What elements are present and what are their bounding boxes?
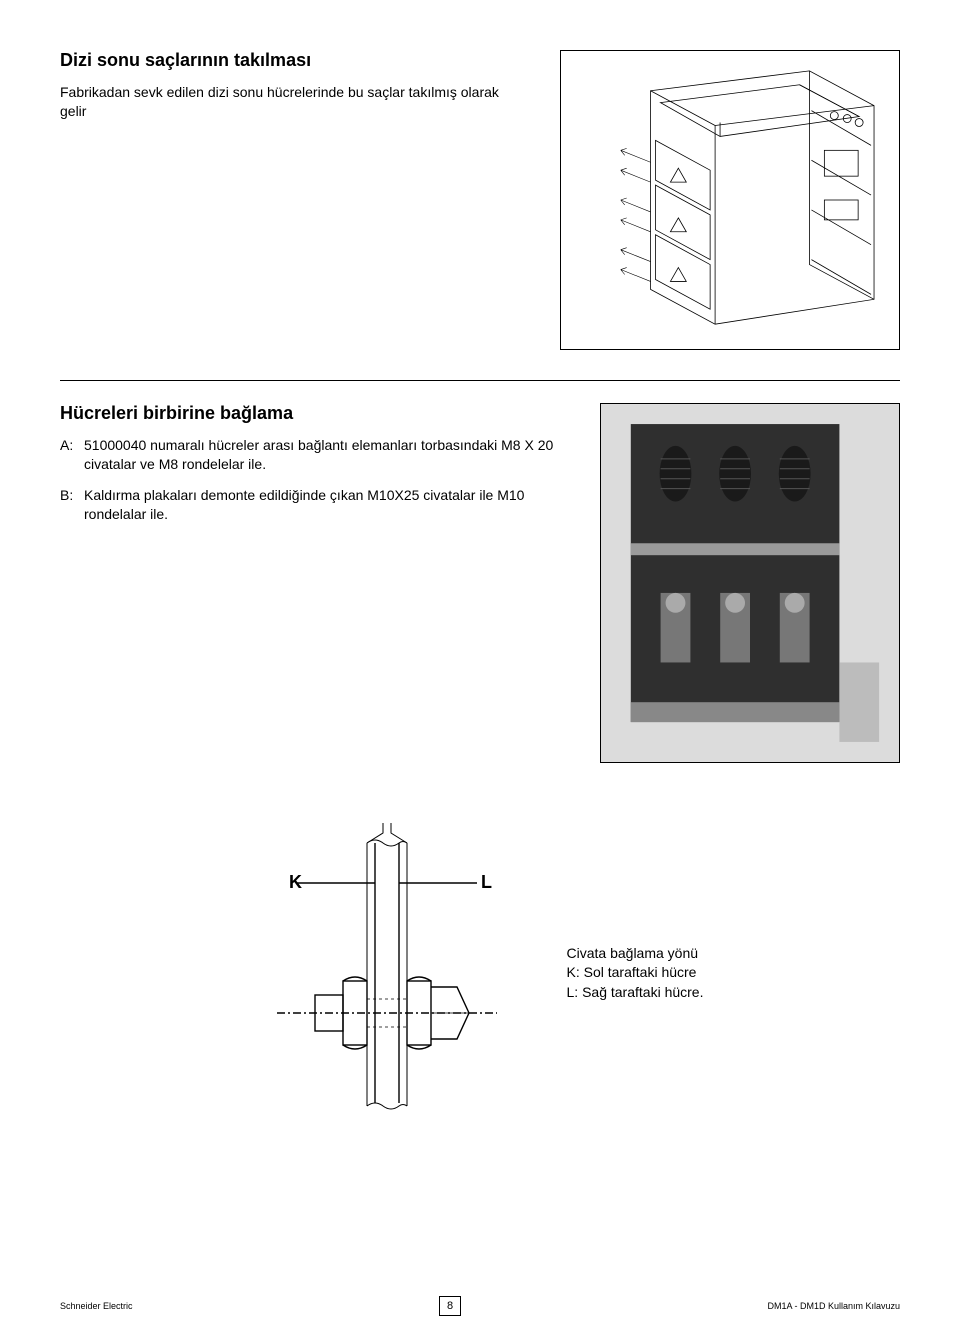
section-hucreleri-baglama: Hücreleri birbirine bağlama A: 51000040 … — [60, 403, 900, 763]
section1-paragraph: Fabrikadan sevk edilen dizi sonu hücrele… — [60, 83, 520, 121]
divider — [60, 380, 900, 381]
footer-right: DM1A - DM1D Kullanım Kılavuzu — [767, 1301, 900, 1311]
bolt-diagram-svg: K L — [257, 823, 517, 1123]
list-text-b: Kaldırma plakaları demonte edildiğinde ç… — [84, 486, 560, 524]
equipment-photo-svg — [601, 404, 899, 762]
bolt-label-k: K — [289, 872, 302, 892]
list-item: A: 51000040 numaralı hücreler arası bağl… — [60, 436, 560, 474]
page-footer: Schneider Electric 8 DM1A - DM1D Kullanı… — [60, 1296, 900, 1316]
bolt-label-l: L — [481, 872, 492, 892]
list-item: B: Kaldırma plakaları demonte edildiğind… — [60, 486, 560, 524]
legend-title: Civata bağlama yönü — [567, 944, 704, 964]
list-text-a: 51000040 numaralı hücreler arası bağlant… — [84, 436, 560, 474]
list-label-a: A: — [60, 436, 84, 474]
equipment-photo — [600, 403, 900, 763]
section2-text: Hücreleri birbirine bağlama A: 51000040 … — [60, 403, 560, 763]
bolt-diagram: K L — [257, 823, 517, 1123]
isometric-cabinet-figure — [560, 50, 900, 350]
legend-l: L: Sağ taraftaki hücre. — [567, 983, 704, 1003]
legend-k: K: Sol taraftaki hücre — [567, 963, 704, 983]
list-label-b: B: — [60, 486, 84, 524]
cabinet-drawing-svg — [561, 51, 899, 349]
footer-left: Schneider Electric — [60, 1301, 133, 1311]
section1-heading: Dizi sonu saçlarının takılması — [60, 50, 520, 71]
page-number: 8 — [439, 1296, 461, 1316]
section2-heading: Hücreleri birbirine bağlama — [60, 403, 560, 424]
bolt-diagram-section: K L Civata bağlama yönü K: Sol taraftaki… — [60, 823, 900, 1123]
section1-text: Dizi sonu saçlarının takılması Fabrikada… — [60, 50, 520, 350]
page: Dizi sonu saçlarının takılması Fabrikada… — [0, 0, 960, 1344]
bolt-legend: Civata bağlama yönü K: Sol taraftaki hüc… — [567, 944, 704, 1003]
section-dizi-sonu: Dizi sonu saçlarının takılması Fabrikada… — [60, 50, 900, 350]
